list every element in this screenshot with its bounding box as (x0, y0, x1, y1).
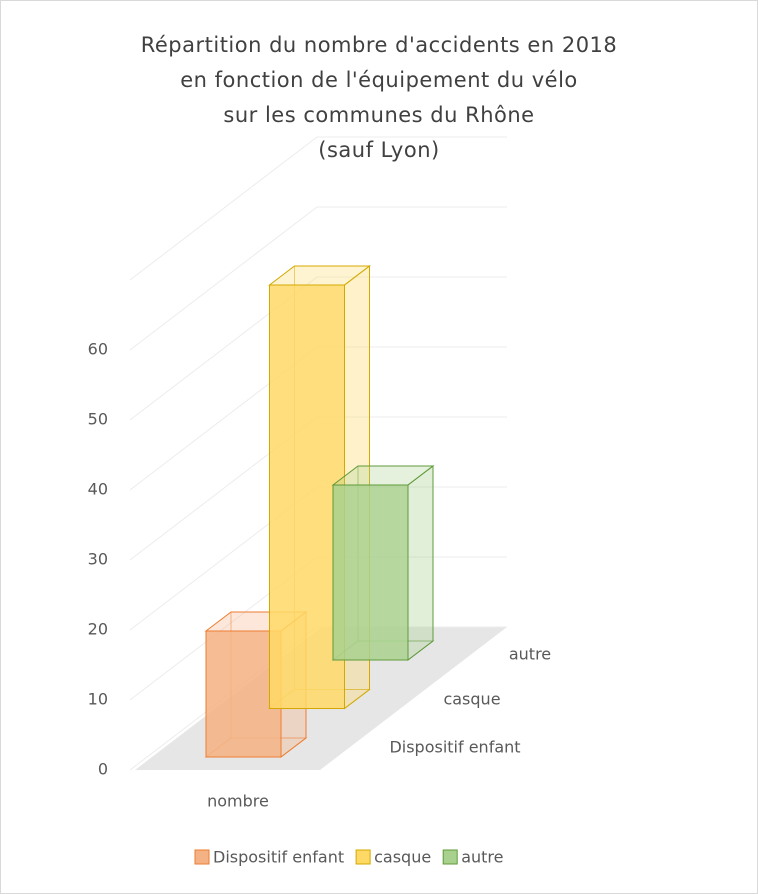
grid-line (129, 276, 507, 421)
bar-top (268, 265, 371, 286)
bar (331, 464, 435, 662)
depth-label: casque (443, 690, 500, 709)
legend-label: casque (374, 848, 431, 867)
chart-title: (sauf Lyon) (318, 138, 439, 162)
legend-swatch (355, 849, 371, 865)
y-tick-label: 50 (88, 410, 108, 429)
grid-line (129, 136, 507, 281)
chart-title: en fonction de l'équipement du vélo (180, 68, 578, 92)
chart-title: sur les communes du Rhône (223, 103, 534, 127)
y-tick-label: 60 (88, 340, 108, 359)
depth-label: Dispositif enfant (389, 738, 520, 757)
chart-title: Répartition du nombre d'accidents en 201… (141, 33, 618, 57)
legend-swatch (194, 849, 210, 865)
y-tick-label: 30 (88, 550, 108, 569)
bar-front (332, 484, 409, 661)
x-tick-label: nombre (207, 792, 269, 811)
y-tick-label: 10 (88, 690, 108, 709)
bar-side (407, 464, 434, 662)
bar-top (331, 465, 435, 486)
y-tick-label: 40 (88, 480, 108, 499)
legend-swatch (442, 849, 458, 865)
depth-label: autre (509, 645, 551, 664)
legend-label: Dispositif enfant (213, 848, 344, 867)
y-tick-label: 20 (88, 620, 108, 639)
legend-label: autre (461, 848, 503, 867)
grid-line (129, 206, 507, 351)
y-tick-label: 0 (98, 760, 108, 779)
